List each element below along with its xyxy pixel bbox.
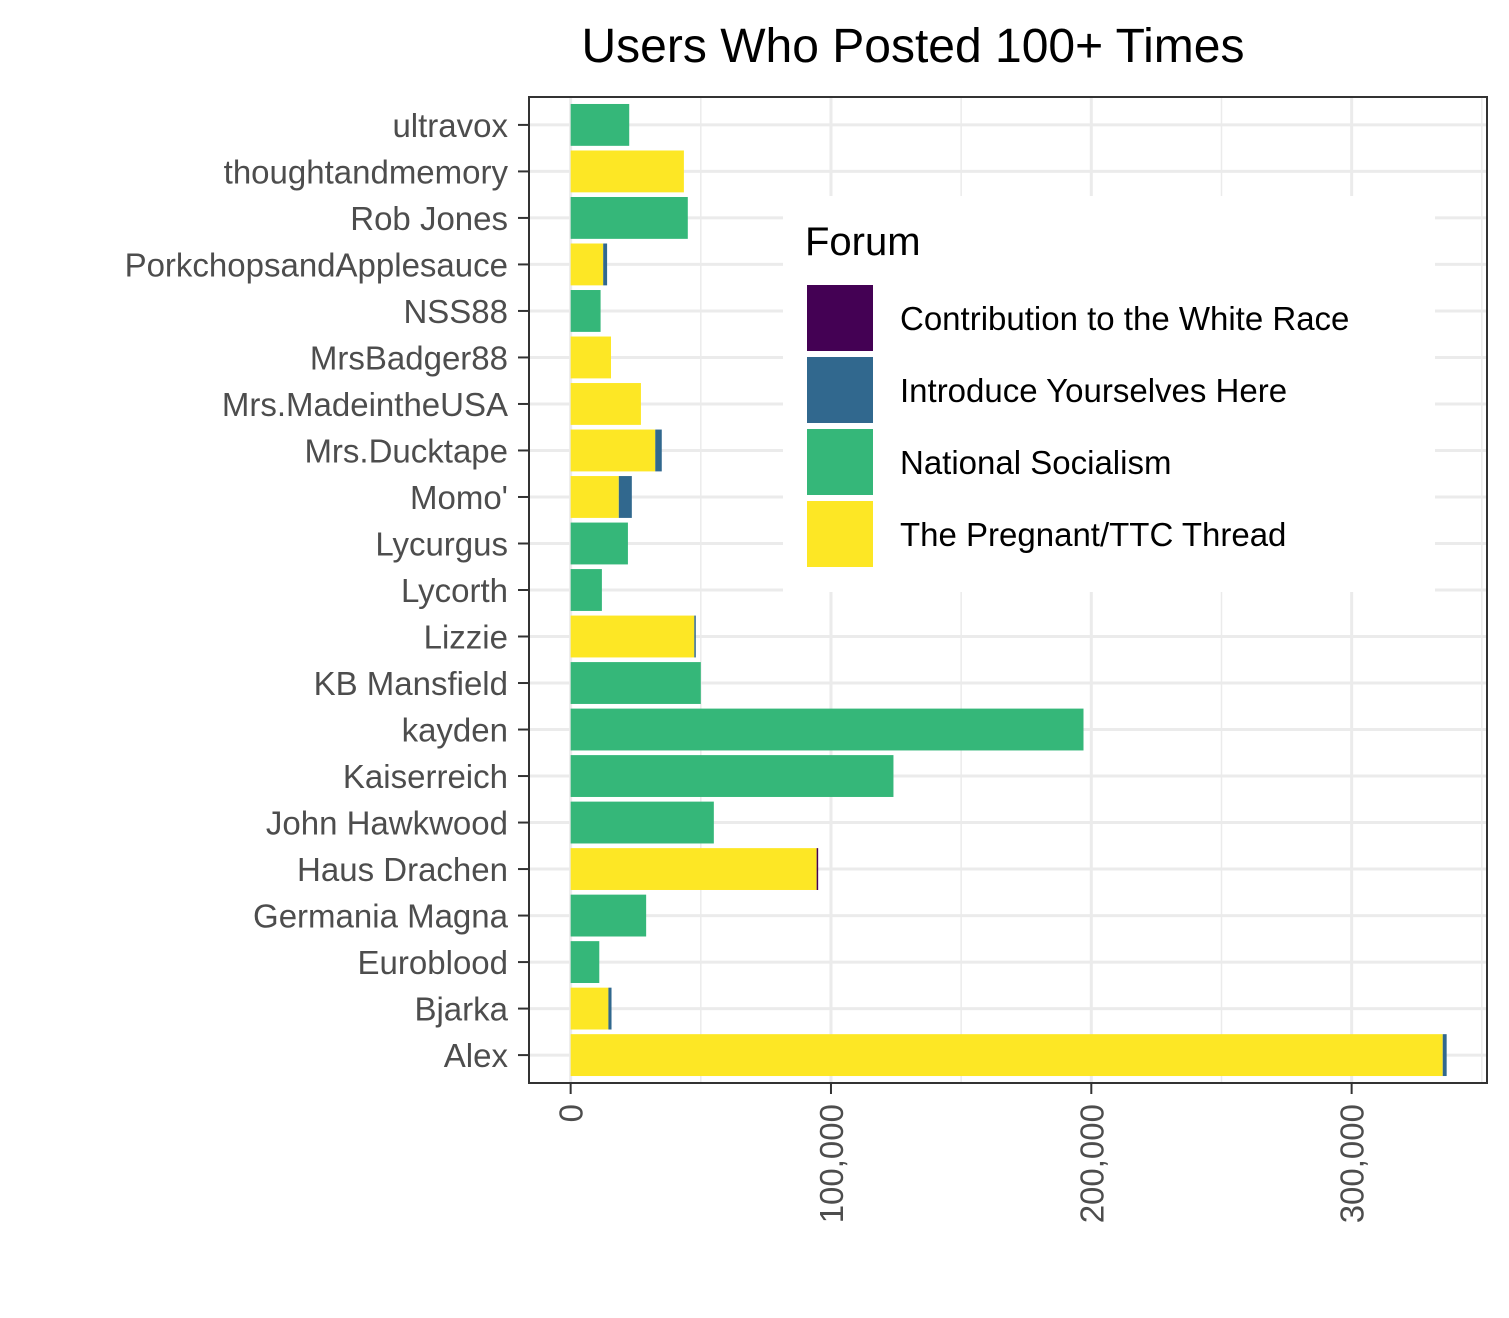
x-tick-label: 0	[553, 1104, 590, 1122]
y-tick-label: Euroblood	[358, 944, 508, 981]
bar	[570, 569, 602, 611]
legend-key	[807, 285, 873, 351]
y-tick-label: thoughtandmemory	[224, 153, 509, 190]
legend-label: Contribution to the White Race	[900, 300, 1349, 337]
bar	[570, 476, 619, 518]
bar	[570, 1034, 1443, 1077]
y-tick-label: Mrs.Ducktape	[304, 432, 508, 469]
y-tick-label: Bjarka	[414, 991, 508, 1028]
y-axis: Alex Bjarka Euroblood Germania Magna Haus Dr…	[125, 107, 529, 1074]
y-tick-label: John Hawkwood	[266, 805, 508, 842]
bar	[570, 383, 641, 425]
bar	[603, 243, 608, 286]
bar	[570, 708, 1084, 751]
y-tick-label: Rob Jones	[350, 200, 508, 237]
legend-key	[807, 357, 873, 423]
y-tick-label: PorkchopsandApplesauce	[125, 246, 508, 283]
bar	[570, 941, 600, 984]
bar	[570, 429, 656, 472]
y-tick-label: Momo'	[410, 479, 508, 516]
y-tick-label: Haus Drachen	[297, 851, 508, 888]
y-tick-label: KB Mansfield	[314, 665, 508, 702]
bar	[570, 243, 604, 286]
bar	[570, 290, 601, 332]
y-tick-label: Mrs.MadeintheUSA	[222, 386, 508, 423]
bar	[570, 103, 630, 146]
legend-background	[783, 196, 1435, 592]
bar	[570, 987, 609, 1030]
bar	[570, 196, 688, 239]
y-tick-label: Lizzie	[424, 619, 508, 656]
bar	[694, 615, 696, 658]
y-tick-label: Lycurgus	[375, 525, 508, 562]
y-tick-label: ultravox	[392, 107, 508, 144]
legend-key	[807, 429, 873, 495]
y-tick-label: Kaiserreich	[343, 758, 508, 795]
bars	[570, 103, 1447, 1077]
legend-label: Introduce Yourselves Here	[900, 372, 1287, 409]
legend: Forum Contribution to the White Race Intro…	[783, 196, 1435, 592]
bar	[608, 987, 612, 1030]
bar	[570, 755, 894, 797]
bar	[570, 662, 701, 704]
bar	[655, 429, 662, 472]
y-tick-label: Germania Magna	[253, 898, 509, 935]
bar	[816, 848, 819, 890]
y-tick-label: Alex	[444, 1037, 509, 1074]
bar	[1442, 1034, 1447, 1077]
x-tick-label: 100,000	[813, 1104, 850, 1223]
bar	[570, 522, 628, 565]
x-tick-label: 200,000	[1073, 1104, 1110, 1223]
bar	[570, 615, 695, 658]
x-axis: 0 100,000 200,000 300,000	[553, 1083, 1371, 1223]
legend-label: The Pregnant/TTC Thread	[900, 516, 1286, 553]
legend-key	[807, 501, 873, 567]
y-tick-label: NSS88	[403, 293, 508, 330]
bar	[570, 848, 817, 890]
y-tick-label: MrsBadger88	[310, 339, 508, 376]
bar	[570, 150, 684, 193]
bar	[570, 336, 612, 379]
bar	[570, 894, 647, 937]
x-tick-label: 300,000	[1334, 1104, 1371, 1223]
bar	[570, 801, 714, 844]
bar	[618, 476, 632, 518]
legend-label: National Socialism	[900, 444, 1171, 481]
chart-title: Users Who Posted 100+ Times	[582, 20, 1245, 73]
y-tick-label: kayden	[402, 712, 508, 749]
y-tick-label: Lycorth	[401, 572, 508, 609]
legend-title: Forum	[805, 220, 921, 264]
